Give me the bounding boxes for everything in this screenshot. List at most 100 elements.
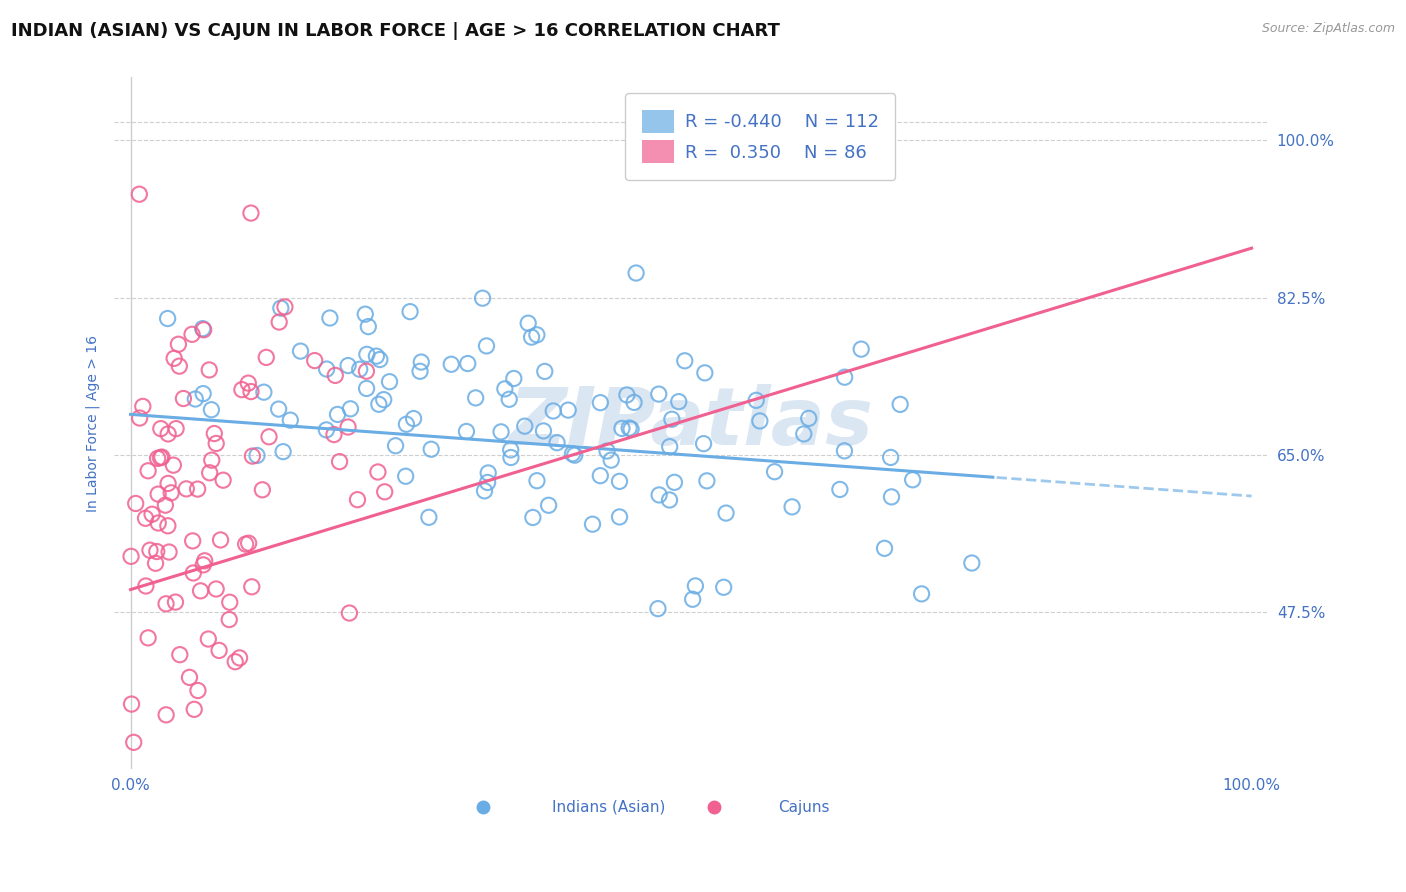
Point	[176, 482, 198, 496]
Point	[851, 342, 873, 356]
Point	[357, 319, 380, 334]
Point	[474, 483, 496, 498]
Point	[157, 545, 180, 559]
Point	[238, 536, 260, 550]
Point	[135, 579, 157, 593]
Point	[489, 425, 512, 439]
Point	[623, 395, 645, 409]
Point	[910, 587, 932, 601]
Point	[183, 702, 205, 716]
Point	[167, 337, 190, 351]
Point	[184, 392, 207, 406]
Point	[517, 316, 540, 330]
Point	[209, 533, 232, 547]
Point	[339, 401, 361, 416]
Point	[564, 448, 586, 462]
Point	[128, 187, 150, 202]
Point	[600, 453, 623, 467]
Point	[402, 411, 425, 425]
Point	[745, 393, 768, 408]
Point	[477, 475, 499, 490]
Point	[356, 381, 378, 395]
Point	[464, 391, 486, 405]
Point	[181, 533, 204, 548]
Point	[172, 392, 194, 406]
Point	[889, 397, 911, 411]
Point	[240, 384, 263, 399]
Point	[714, 506, 737, 520]
Point	[212, 473, 235, 487]
Point	[960, 556, 983, 570]
Point	[165, 595, 187, 609]
Point	[197, 632, 219, 646]
Point	[149, 422, 172, 436]
Point	[194, 554, 217, 568]
Point	[231, 383, 253, 397]
Point	[537, 498, 560, 512]
Point	[420, 442, 443, 457]
Point	[160, 485, 183, 500]
Point	[132, 400, 155, 414]
Point	[541, 404, 564, 418]
Point	[475, 339, 498, 353]
Point	[354, 307, 377, 321]
Point	[146, 451, 169, 466]
Point	[329, 455, 352, 469]
Point	[834, 370, 856, 384]
Point	[498, 392, 520, 407]
Point	[520, 330, 543, 344]
Point	[658, 440, 681, 454]
Point	[155, 597, 177, 611]
Point	[609, 510, 631, 524]
Point	[254, 351, 277, 365]
Point	[198, 363, 221, 377]
Point	[879, 450, 901, 465]
Point	[165, 422, 187, 436]
Point	[181, 566, 204, 580]
Text: Source: ZipAtlas.com: Source: ZipAtlas.com	[1261, 22, 1395, 36]
Point	[150, 450, 173, 464]
Point	[673, 353, 696, 368]
Point	[315, 423, 337, 437]
Point	[526, 327, 548, 342]
Point	[378, 375, 401, 389]
Point	[409, 364, 432, 378]
Point	[323, 368, 346, 383]
Point	[179, 670, 201, 684]
Point	[356, 364, 378, 378]
Point	[395, 469, 418, 483]
Point	[797, 411, 820, 425]
Point	[682, 592, 704, 607]
Point	[502, 371, 524, 385]
Point	[208, 643, 231, 657]
Point	[339, 606, 361, 620]
Point	[136, 464, 159, 478]
Point	[235, 537, 257, 551]
Point	[546, 435, 568, 450]
Point	[239, 206, 262, 220]
Point	[193, 323, 215, 337]
Point	[440, 357, 463, 371]
Point	[901, 473, 924, 487]
Point	[238, 376, 260, 391]
Point	[693, 366, 716, 380]
Point	[616, 388, 638, 402]
Point	[610, 421, 633, 435]
Point	[253, 385, 276, 400]
Point	[561, 447, 583, 461]
Point	[513, 419, 536, 434]
Point	[121, 697, 143, 711]
Point	[270, 301, 292, 315]
Point	[205, 436, 228, 450]
Point	[368, 352, 391, 367]
Point	[374, 484, 396, 499]
Point	[346, 492, 368, 507]
Point	[224, 655, 246, 669]
Point	[522, 510, 544, 524]
Point	[155, 707, 177, 722]
Point	[828, 483, 851, 497]
Point	[713, 580, 735, 594]
Point	[589, 395, 612, 409]
Point	[218, 613, 240, 627]
Point	[157, 476, 180, 491]
